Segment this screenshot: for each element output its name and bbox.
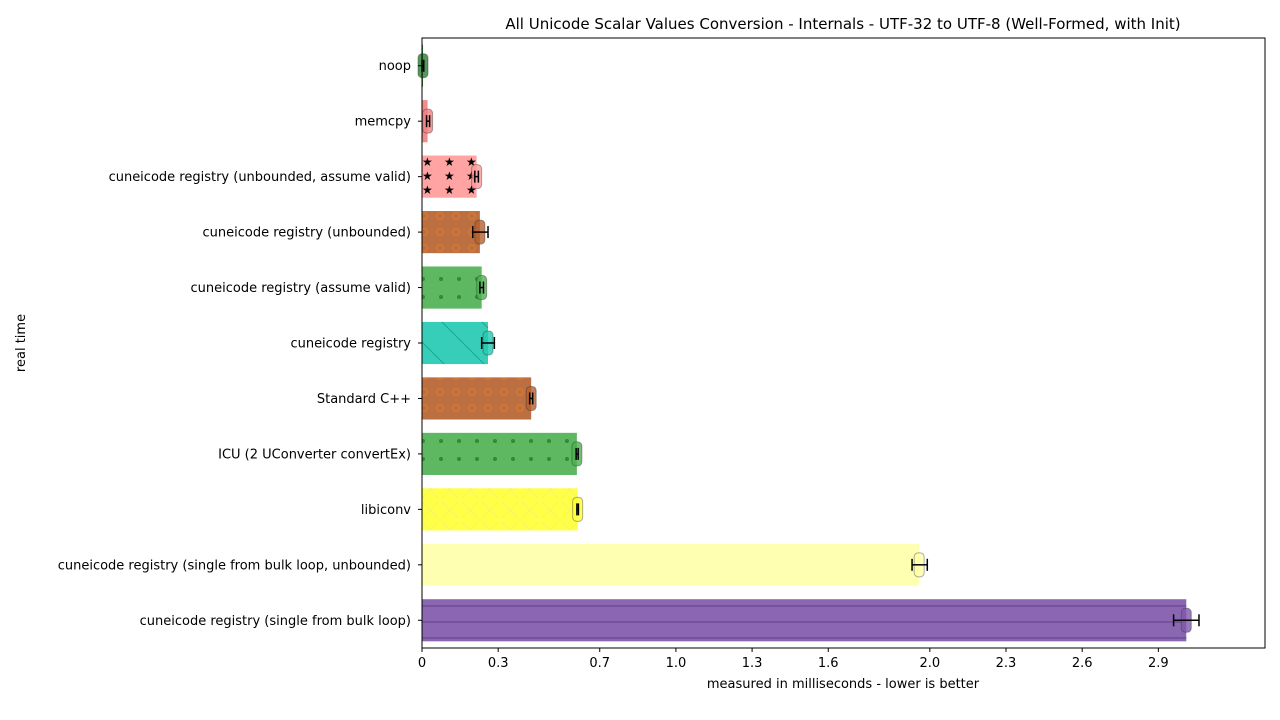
bar-hatch-cuneicode-registry-unbounded xyxy=(422,211,480,254)
x-tick-label: 1.6 xyxy=(818,656,839,671)
x-tick-label: 0.7 xyxy=(589,656,610,671)
x-tick-label: 1.3 xyxy=(742,656,763,671)
x-tick-label: 2.6 xyxy=(1072,656,1093,671)
error-bar-cuneicode-registry-single-from-bulk-loop xyxy=(1172,614,1200,627)
x-axis-label: measured in milliseconds - lower is bett… xyxy=(707,677,980,692)
error-bar-cuneicode-registry xyxy=(480,337,496,349)
error-bar-cuneicode-registry-single-from-bulk-loop-unbounded xyxy=(911,558,929,571)
bar-hatch-cuneicode-registry-assume-valid xyxy=(422,266,482,309)
error-bar-icu-2-uconverter-convertex xyxy=(575,447,579,460)
error-bar-cuneicode-registry-assume-valid xyxy=(479,281,485,294)
bar-hatch-standard-c xyxy=(422,377,532,420)
y-tick-label: ICU (2 UConverter convertEx) xyxy=(218,447,411,462)
error-bars-layer xyxy=(417,53,1200,633)
bars-layer xyxy=(422,44,1187,642)
y-tick-label: cuneicode registry (unbounded) xyxy=(203,226,412,241)
y-tick-label: cuneicode registry (unbounded, assume va… xyxy=(109,170,411,185)
x-tick-label: 0.3 xyxy=(488,656,509,671)
error-bar-standard-c xyxy=(528,392,534,405)
y-tick-label: memcpy xyxy=(355,115,412,130)
bar-hatch-icu-2-uconverter-convertex xyxy=(422,432,577,475)
y-tick-label: noop xyxy=(379,59,411,74)
error-bar-memcpy xyxy=(425,115,431,128)
bar-hatch-cuneicode-registry xyxy=(422,321,489,365)
y-tick-label: libiconv xyxy=(361,503,411,518)
y-axis: noop memcpy cuneicode registry (unbounded,… xyxy=(58,59,422,629)
y-tick-label: cuneicode registry xyxy=(290,337,411,352)
error-bar-cuneicode-registry-unbounded-assume-valid xyxy=(474,170,480,183)
y-tick-label: cuneicode registry (single from bulk loo… xyxy=(140,614,411,629)
x-axis: 0 0.3 0.7 1.0 1.3 1.6 2.0 2.3 2.6 2.9 xyxy=(418,648,1169,671)
y-tick-label: cuneicode registry (single from bulk loo… xyxy=(58,558,411,573)
x-tick-label: 1.0 xyxy=(666,656,687,671)
x-tick-label: 2.0 xyxy=(919,656,940,671)
bar-hatch-cuneicode-registry-unbounded-assume-valid xyxy=(422,155,477,198)
chart-title: All Unicode Scalar Values Conversion - I… xyxy=(505,15,1180,33)
x-tick-label: 2.3 xyxy=(996,656,1017,671)
x-tick-label: 0 xyxy=(418,656,426,671)
bar-cuneicode-registry-single-from-bulk-loop-unbounded xyxy=(422,543,920,586)
y-tick-label: Standard C++ xyxy=(317,392,411,407)
bar-hatch-libiconv xyxy=(422,488,578,531)
bar-hatch-cuneicode-registry-single-from-bulk-loop xyxy=(422,599,1187,642)
x-tick-label: 2.9 xyxy=(1148,656,1169,671)
y-axis-label: real time xyxy=(14,314,29,372)
error-bar-libiconv xyxy=(576,503,580,516)
y-tick-label: cuneicode registry (assume valid) xyxy=(190,281,411,296)
error-bar-cuneicode-registry-unbounded xyxy=(472,226,489,239)
